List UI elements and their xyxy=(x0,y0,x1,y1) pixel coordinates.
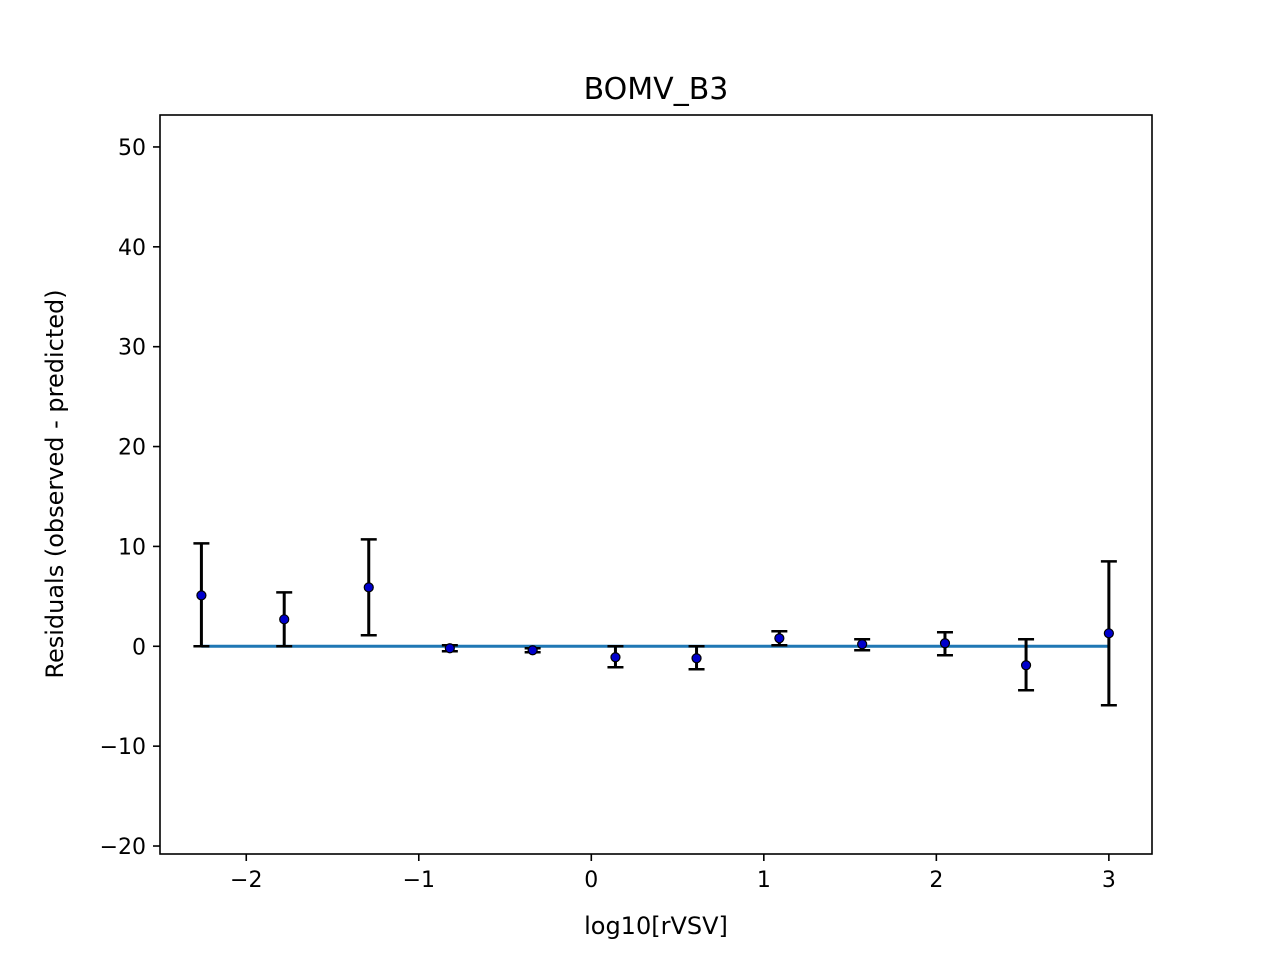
data-point-group xyxy=(524,645,541,656)
plot-frame xyxy=(159,114,1153,855)
data-point xyxy=(1103,628,1114,639)
plot-area xyxy=(193,538,1117,707)
data-point xyxy=(363,582,374,593)
chart-title: BOMV_B3 xyxy=(584,72,729,107)
data-point-group xyxy=(360,538,377,637)
data-point xyxy=(444,643,455,654)
y-tick-label: 40 xyxy=(118,236,146,261)
y-tick-label: 0 xyxy=(132,635,146,660)
x-tick-label: −2 xyxy=(230,868,262,893)
x-tick-label: 3 xyxy=(1102,868,1116,893)
x-tick-label: −1 xyxy=(403,868,435,893)
x-axis-label: log10[rVSV] xyxy=(584,912,728,940)
y-tick-label: −10 xyxy=(100,735,146,760)
x-tick-label: 0 xyxy=(584,868,598,893)
y-axis-label: Residuals (observed - predicted) xyxy=(41,289,69,678)
y-tick-label: 50 xyxy=(118,136,146,161)
data-point-group xyxy=(936,631,953,657)
y-tick-label: 10 xyxy=(118,535,146,560)
data-point-group xyxy=(276,591,293,648)
data-point-group xyxy=(771,630,788,647)
data-point-group xyxy=(1018,638,1035,692)
data-point xyxy=(691,653,702,664)
data-point-group xyxy=(607,645,624,669)
data-point xyxy=(857,639,868,650)
data-point xyxy=(1020,660,1032,671)
data-point-group xyxy=(1100,560,1117,707)
y-tick-label: 30 xyxy=(118,336,146,361)
data-point-group xyxy=(688,645,705,671)
data-point xyxy=(774,633,785,644)
data-point-group xyxy=(193,542,210,648)
data-point xyxy=(196,590,207,601)
data-point xyxy=(527,645,538,656)
data-point xyxy=(610,652,621,663)
data-point-group xyxy=(854,638,871,652)
y-tick-label: −20 xyxy=(100,835,146,860)
x-tick-label: 2 xyxy=(929,868,943,893)
data-point-group xyxy=(441,643,458,654)
x-tick-label: 1 xyxy=(757,868,771,893)
data-point xyxy=(939,638,951,649)
data-point xyxy=(279,614,290,625)
y-tick-label: 20 xyxy=(118,436,146,461)
